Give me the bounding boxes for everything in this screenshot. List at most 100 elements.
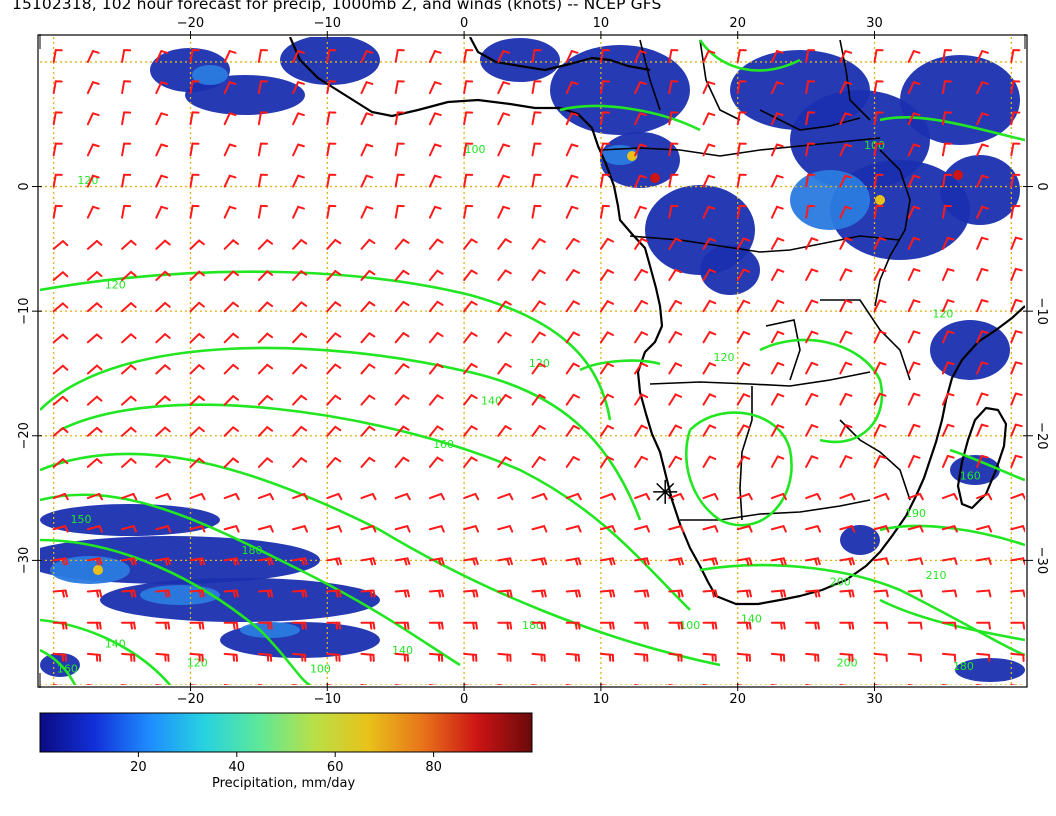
wind-barb xyxy=(428,205,442,219)
wind-barb xyxy=(52,492,69,501)
wind-barb xyxy=(736,492,753,501)
wind-barb xyxy=(223,395,239,406)
wind-barb xyxy=(873,621,889,630)
wind-barb xyxy=(189,364,205,375)
colorbar-tick-label: 40 xyxy=(229,760,246,775)
wind-barb xyxy=(599,111,610,126)
wind-barb xyxy=(873,652,888,662)
wind-barb xyxy=(565,684,573,685)
wind-barb xyxy=(805,652,820,662)
wind-barb xyxy=(52,395,69,406)
lon-tick-label-top: 30 xyxy=(866,16,883,31)
wind-barb xyxy=(189,270,205,281)
wind-barb xyxy=(121,557,137,566)
wind-barb xyxy=(86,81,100,95)
wind-barb xyxy=(189,589,205,598)
wind-barb xyxy=(668,652,683,662)
wind-barb xyxy=(873,80,884,95)
wind-barb xyxy=(223,174,237,188)
wind-barb xyxy=(463,204,474,219)
wind-barb xyxy=(770,424,785,437)
wind-barb xyxy=(155,50,169,63)
wind-barb xyxy=(223,239,239,250)
wind-barb xyxy=(565,50,579,63)
wind-barb xyxy=(565,393,580,406)
wind-barb xyxy=(770,455,785,468)
wind-barb xyxy=(360,621,376,630)
wind-barb xyxy=(292,270,308,281)
wind-barb xyxy=(805,268,819,281)
wind-barb xyxy=(976,392,989,406)
wind-barb xyxy=(223,426,239,437)
wind-barb xyxy=(531,300,546,313)
wind-barb xyxy=(634,268,649,281)
wind-barb xyxy=(770,299,785,313)
wind-barb xyxy=(599,621,615,630)
wind-barb xyxy=(599,362,615,375)
wind-barb xyxy=(599,269,615,281)
wind-barb xyxy=(599,237,615,250)
wind-barb xyxy=(394,425,410,437)
wind-barb xyxy=(155,492,172,501)
lon-tick-label-bottom: 0 xyxy=(460,692,468,707)
wind-barb xyxy=(907,174,921,188)
wind-barb xyxy=(257,111,268,126)
wind-barb xyxy=(531,204,542,219)
wind-barb xyxy=(189,204,200,219)
wind-barb xyxy=(52,302,69,313)
wind-barb xyxy=(394,456,410,468)
wind-barb xyxy=(223,652,238,662)
wind-barb xyxy=(155,364,171,375)
wind-barb xyxy=(292,589,308,598)
contour-label: 100 xyxy=(465,143,486,156)
wind-barb xyxy=(805,237,819,250)
wind-barb xyxy=(155,333,171,344)
wind-barb xyxy=(839,112,853,126)
lon-tick-label-bottom: −10 xyxy=(314,692,341,707)
lon-tick-label-top: 20 xyxy=(729,16,746,31)
contour-line xyxy=(699,563,1025,657)
colorbar-ticks: 20 40 60 80 xyxy=(130,752,442,775)
precip-cell xyxy=(50,556,130,584)
wind-barb xyxy=(599,525,616,533)
precip-cell xyxy=(840,525,880,555)
contour-line xyxy=(559,104,701,132)
contour-line xyxy=(879,598,1025,642)
wind-barb xyxy=(223,332,239,344)
wind-barb xyxy=(941,49,952,63)
wind-barb xyxy=(292,174,305,188)
wind-barb xyxy=(873,237,887,250)
wind-barb xyxy=(394,684,402,685)
wind-barb xyxy=(599,557,616,566)
wind-barb xyxy=(86,174,100,188)
wind-barb xyxy=(1010,525,1025,533)
wind-barb xyxy=(1010,684,1018,685)
contour-label: 180 xyxy=(522,619,543,632)
wind-barb xyxy=(736,330,751,344)
wind-barb xyxy=(223,81,237,95)
wind-barb xyxy=(941,589,958,598)
wind-barb xyxy=(599,204,610,219)
wind-barb xyxy=(599,80,610,95)
wind-barb xyxy=(257,621,273,630)
wind-barb xyxy=(565,81,579,95)
wind-barb xyxy=(873,268,887,281)
wind-barb xyxy=(257,173,268,188)
wind-barb xyxy=(736,525,753,533)
wind-barb xyxy=(257,684,265,685)
wind-barb xyxy=(634,525,651,533)
wind-barb xyxy=(1010,589,1025,598)
contour-label: 120 xyxy=(105,279,126,292)
wind-barb xyxy=(394,111,405,126)
wind-barb xyxy=(394,269,410,281)
wind-barb xyxy=(736,299,751,313)
wind-barb xyxy=(736,111,747,126)
wind-barbs xyxy=(52,49,1025,685)
wind-barb xyxy=(360,332,376,344)
wind-barb xyxy=(668,204,679,219)
wind-barb xyxy=(326,142,337,157)
wind-barb xyxy=(702,621,718,630)
contour-labels: 100 120 120 120 140 160 180 180 150 140 120 100 140 1… xyxy=(57,139,981,675)
wind-barb xyxy=(121,395,137,406)
wind-barb xyxy=(360,238,376,250)
